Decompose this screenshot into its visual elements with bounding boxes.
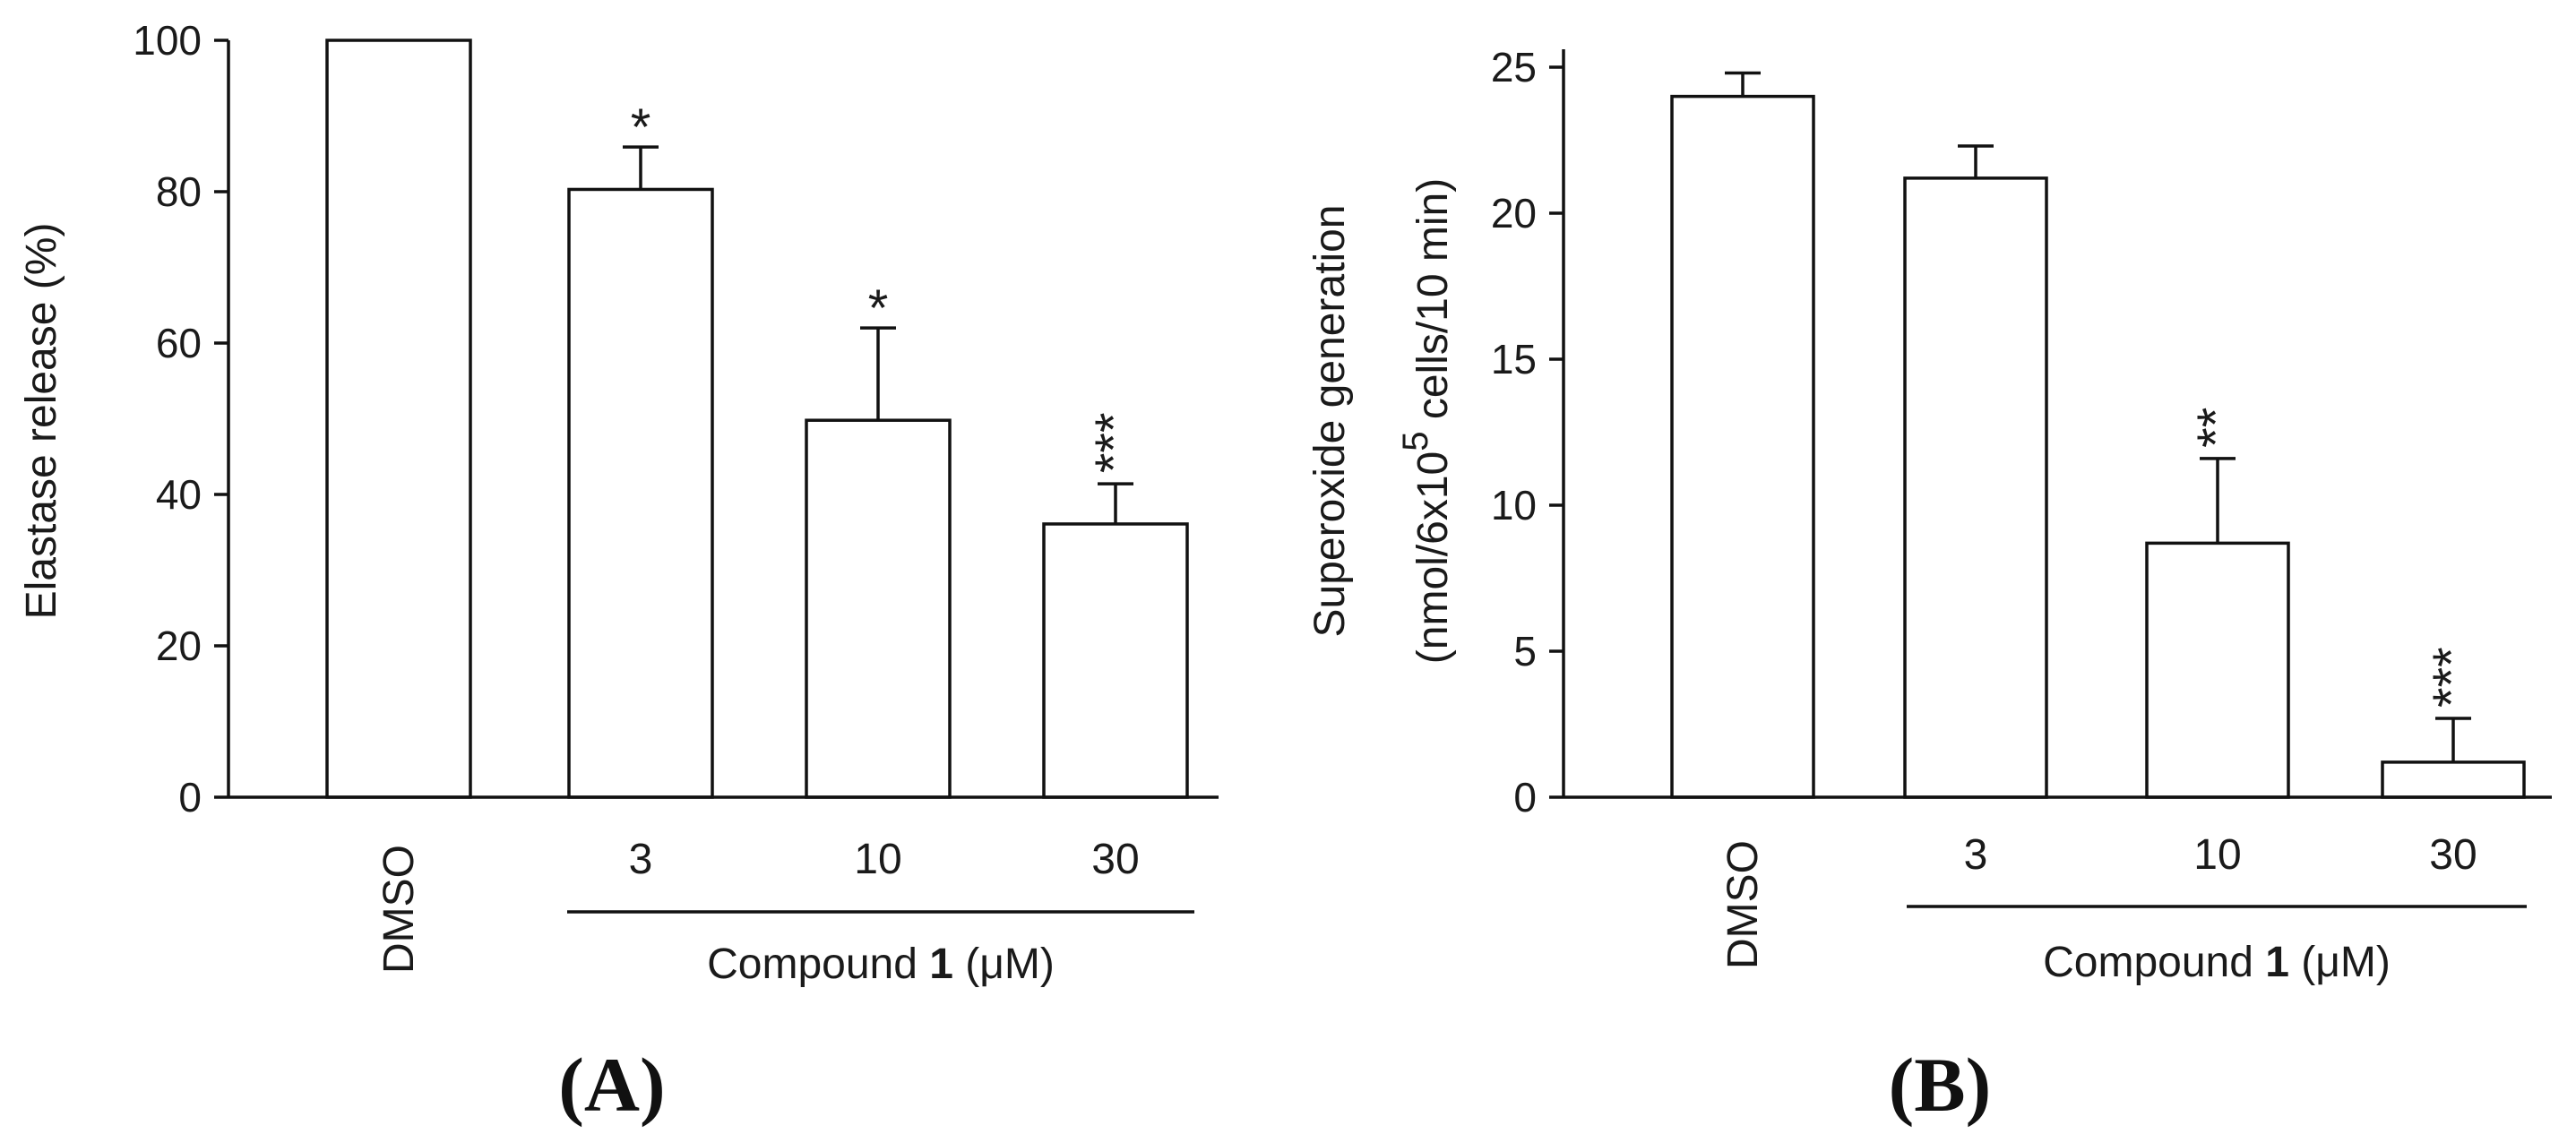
panel-a-y-tick-label: 40	[156, 471, 202, 518]
panel-a-group-label-prefix: Compound	[707, 941, 929, 988]
panel-a-y-tick-label: 0	[178, 774, 202, 820]
panel-b-y-axis-title-line2: (nmol/6x105 cells/10 min)	[1396, 178, 1457, 664]
panel-a-bar-10	[805, 418, 952, 799]
panel-a-group-label-bold: 1	[929, 941, 953, 988]
panel-a-bar-30	[1042, 522, 1189, 799]
panel-b-y-tick-label: 10	[1491, 482, 1537, 528]
panel-b-bar-10	[2145, 541, 2290, 799]
panel-a-category-label: 10	[854, 836, 901, 883]
panel-a-label: (A)	[558, 1042, 665, 1128]
panel-b-category-label: 10	[2193, 831, 2241, 879]
panel-b-group-label: Compound 1 (μM)	[2043, 939, 2391, 986]
panel-b-y-axis-title-suffix: cells/10 min)	[1409, 178, 1457, 432]
panel-a-y-tick-label: 20	[156, 623, 202, 669]
panel-a-significance-marker: *	[631, 99, 651, 157]
panel-b-group-label-bold: 1	[2265, 939, 2289, 986]
panel-b-category-label: DMSO	[1719, 840, 1767, 969]
panel-a-marks: DMSO * 3 * 10 *** 30	[325, 39, 1189, 974]
panel-b-group-label-prefix: Compound	[2043, 939, 2265, 986]
panel-a-category-label: 30	[1091, 836, 1139, 883]
panel-a-significance-marker: ***	[1085, 412, 1143, 473]
panel-b-significance-marker: ***	[2423, 647, 2481, 708]
panel-a-y-axis-title: Elastase release (%)	[18, 223, 65, 620]
panel-a-significance-marker: *	[868, 279, 889, 338]
panel-a-category-label: DMSO	[375, 845, 423, 974]
panel-b-bar-30	[2381, 760, 2526, 799]
panel-b-bar-dmso	[1670, 94, 1815, 799]
panel-b-y-tick-label: 5	[1513, 628, 1537, 674]
panel-b-label: (B)	[1889, 1042, 1992, 1128]
panel-b-marks: DMSO 3 ** 10 *** 30	[1670, 71, 2526, 969]
panel-b-y-tick-label: 20	[1491, 190, 1537, 236]
panel-a-bar-dmso	[325, 39, 472, 799]
panel-b-y-axis-title-superscript: 5	[1396, 432, 1435, 451]
panel-b-y-tick-label: 15	[1491, 336, 1537, 382]
panel-b-y-ticks: 0 5 10 15 20 25	[1491, 44, 1564, 820]
panel-a-y-tick-label: 60	[156, 320, 202, 366]
panel-b-category-label: 3	[1964, 831, 1988, 879]
panel-a-category-label: 3	[629, 836, 653, 883]
panel-b-y-tick-label: 25	[1491, 44, 1537, 90]
panel-a-group-label-suffix: (μM)	[953, 941, 1055, 988]
panel-b-group-label-suffix: (μM)	[2289, 939, 2391, 986]
panel-a-bar-3	[567, 187, 714, 799]
panel-a-y-tick-label: 100	[133, 17, 202, 64]
panel-b-significance-marker: **	[2187, 408, 2245, 448]
panel-b-y-tick-label: 0	[1513, 774, 1537, 820]
panel-b-y-axis-title-line1: Superoxide generation	[1306, 204, 1354, 637]
panel-a-y-tick-label: 80	[156, 168, 202, 215]
panel-a-y-ticks: 0 20 40 60 80 100	[133, 17, 228, 820]
panel-b-bar-3	[1903, 176, 2048, 799]
panel-a-group-label: Compound 1 (μM)	[707, 941, 1055, 988]
panel-b-y-axis-title-prefix: (nmol/6x10	[1409, 451, 1457, 664]
panel-a-chart: DMSO * 3 * 10 *** 30 0 20 40 60 80 100 Elastase rel…	[18, 17, 1219, 1128]
panel-b-category-label: 30	[2429, 831, 2477, 879]
